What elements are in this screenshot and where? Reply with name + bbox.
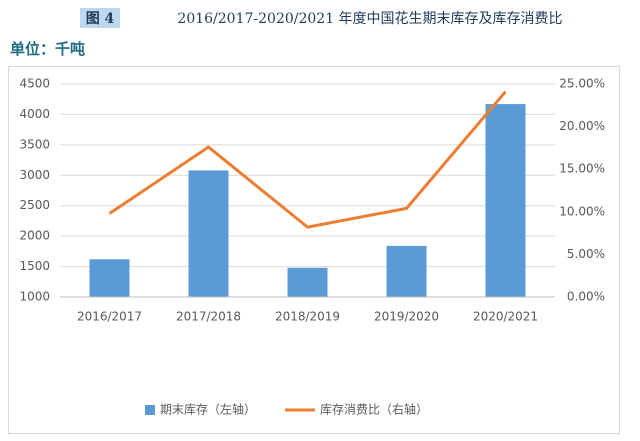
y-tick-label: 2000: [19, 229, 50, 243]
bar: [386, 245, 427, 297]
chart-frame: [8, 66, 620, 434]
figure-label: 图 4: [86, 11, 115, 27]
y-tick-label: 1500: [19, 259, 50, 273]
bar: [485, 104, 526, 297]
y2-tick-label: 0.00%: [567, 290, 605, 304]
y-tick-label: 4500: [19, 77, 50, 91]
legend-label: 库存消费比（右轴）: [320, 402, 428, 417]
y-tick-label: 3000: [19, 168, 50, 182]
y2-tick-label: 5.00%: [567, 247, 605, 261]
x-tick-label: 2018/2019: [275, 310, 340, 324]
x-tick-label: 2019/2020: [374, 310, 439, 324]
line: [108, 90, 507, 229]
y-tick-label: 1000: [19, 290, 50, 304]
legend-swatch: [145, 405, 155, 415]
y2-tick-label: 20.00%: [559, 119, 605, 133]
x-tick-label: 2020/2021: [473, 310, 538, 324]
chart-subtitle: 单位：千吨: [10, 40, 85, 58]
y2-tick-label: 25.00%: [559, 77, 605, 91]
bar: [89, 259, 130, 297]
bar: [287, 267, 328, 297]
x-tick-label: 2016/2017: [77, 310, 142, 324]
legend-label: 期末库存（左轴）: [160, 402, 256, 417]
y-tick-label: 2500: [19, 198, 50, 212]
y-tick-label: 3500: [19, 137, 50, 151]
x-tick-label: 2017/2018: [176, 310, 241, 324]
y-tick-label: 4000: [19, 107, 50, 121]
bar: [188, 170, 229, 297]
figure-label-box: [80, 8, 120, 28]
chart-title: 2016/2017-2020/2021 年度中国花生期末库存及库存消费比: [177, 11, 562, 27]
y2-tick-label: 10.00%: [559, 204, 605, 218]
y2-tick-label: 15.00%: [559, 162, 605, 176]
